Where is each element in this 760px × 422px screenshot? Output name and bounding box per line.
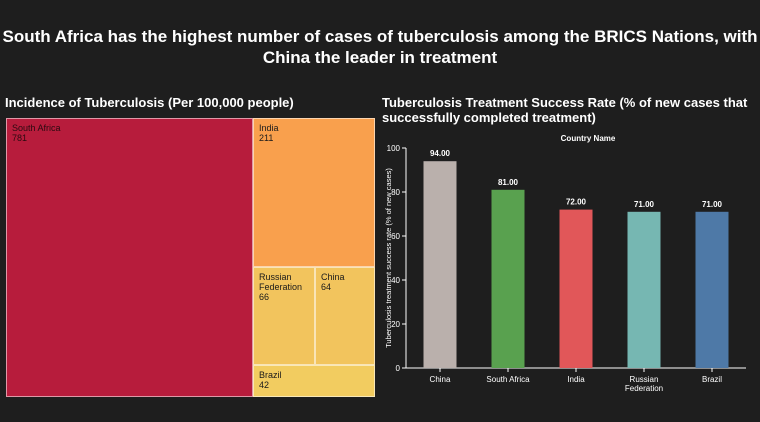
bar xyxy=(491,189,525,368)
y-tick-label: 60 xyxy=(391,232,400,241)
legend-title: Country Name xyxy=(561,134,616,143)
bar-value-label: 94.00 xyxy=(430,149,451,158)
treemap-value: 211 xyxy=(259,133,274,143)
x-tick-label: South Africa xyxy=(486,375,530,384)
y-tick-label: 20 xyxy=(391,320,400,329)
treemap-label: Brazil xyxy=(259,370,282,380)
bar-chart-title: Tuberculosis Treatment Success Rate (% o… xyxy=(382,95,748,125)
treemap-tile-india[interactable]: India 211 xyxy=(253,118,375,267)
treemap-title: Incidence of Tuberculosis (Per 100,000 p… xyxy=(5,95,294,110)
x-tick-label: India xyxy=(567,375,585,384)
treemap-value: 781 xyxy=(12,133,28,143)
bar xyxy=(423,161,457,368)
x-tick-label: China xyxy=(430,375,451,384)
bar-value-label: 71.00 xyxy=(634,200,655,209)
y-tick-label: 0 xyxy=(396,364,401,373)
treemap-label: India xyxy=(259,123,279,133)
x-tick-label: Brazil xyxy=(702,375,722,384)
chart-title: South Africa has the highest number of c… xyxy=(2,27,758,67)
treemap: South Africa 781 India 211 Russian Federatio… xyxy=(6,118,375,397)
bar xyxy=(627,211,661,368)
x-tick-label: Federation xyxy=(625,384,663,393)
treemap-label: Russian Federation xyxy=(259,272,303,292)
treemap-label: China xyxy=(321,272,345,282)
treemap-value: 64 xyxy=(321,282,332,292)
bar-value-label: 71.00 xyxy=(702,200,723,209)
treemap-value: 42 xyxy=(259,380,270,390)
y-tick-label: 80 xyxy=(391,188,400,197)
bar-value-label: 81.00 xyxy=(498,178,519,187)
bar-chart: Country Name 0 20 40 60 80 100 Tuberculosis tre… xyxy=(384,134,746,393)
bar xyxy=(695,211,729,368)
bar xyxy=(559,209,593,368)
treemap-value: 66 xyxy=(259,292,270,302)
y-tick-label: 40 xyxy=(391,276,400,285)
bar-value-label: 72.00 xyxy=(566,198,587,207)
treemap-tile-south-africa[interactable]: South Africa 781 xyxy=(6,118,253,397)
treemap-label: South Africa xyxy=(12,123,61,133)
treemap-tile-brazil[interactable]: Brazil 42 xyxy=(253,365,375,397)
treemap-tile-china[interactable]: China 64 xyxy=(315,267,375,365)
y-tick-label: 100 xyxy=(387,144,401,153)
treemap-tile-russian-federation[interactable]: Russian Federation 66 xyxy=(253,267,315,365)
x-tick-label: Russian xyxy=(630,375,659,384)
y-axis-label: Tuberculosis treatment success rate (% o… xyxy=(384,168,393,348)
